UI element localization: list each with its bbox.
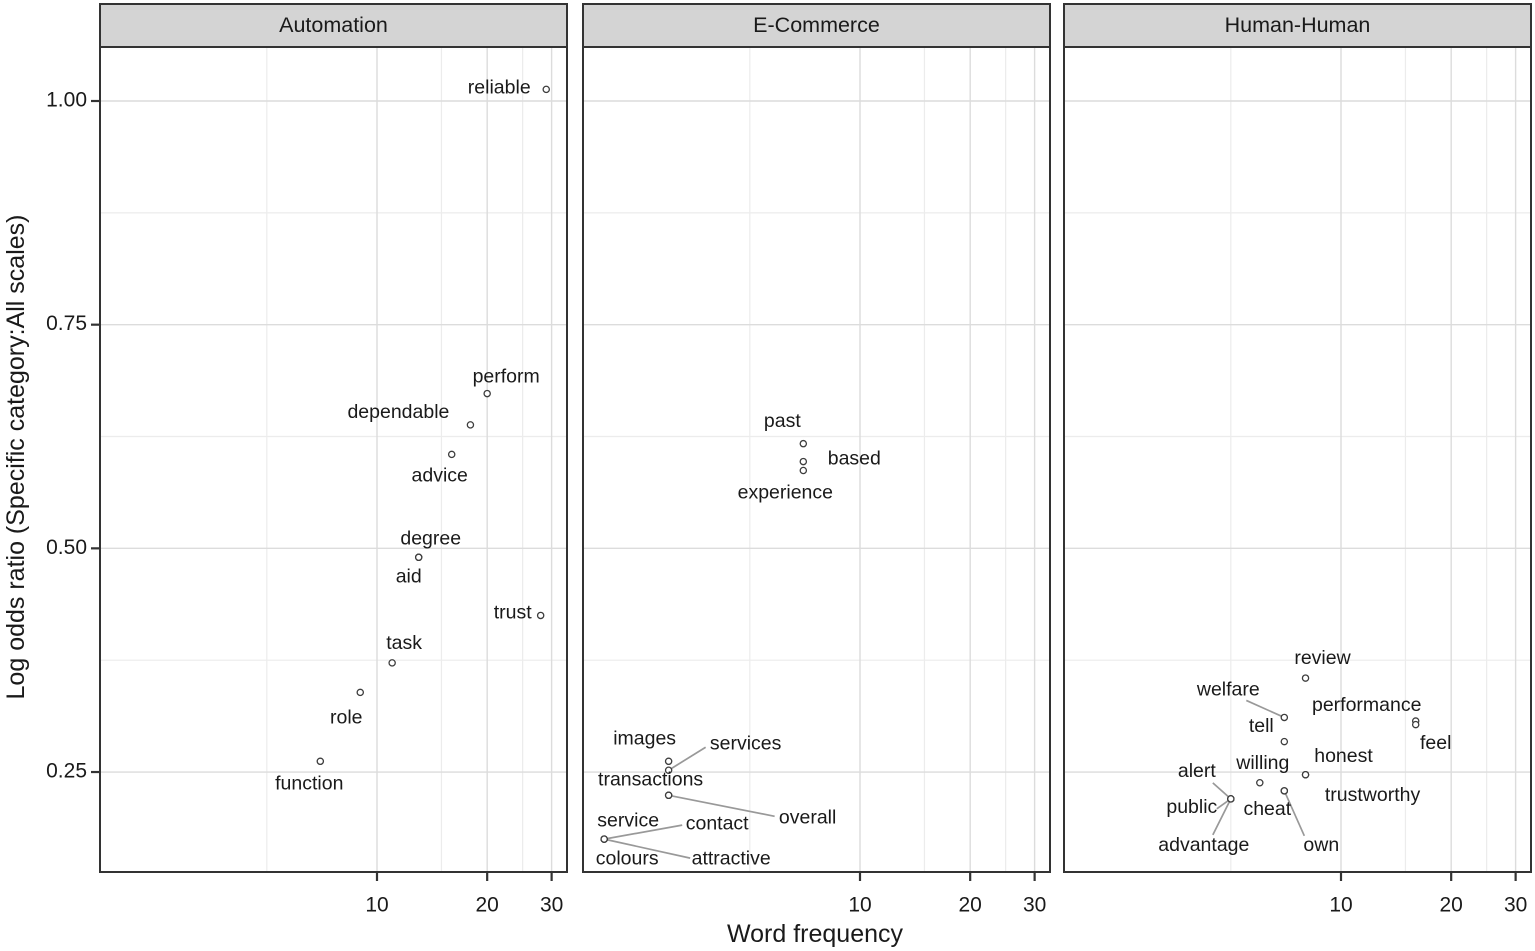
data-point-services [664, 766, 673, 774]
point-label-welfare: welfare [1196, 679, 1260, 701]
facet-title-Human-Human: Human-Human [1225, 13, 1371, 37]
data-point-experience [799, 466, 808, 475]
label-leader-line [1283, 790, 1306, 837]
point-label-trustworthy: trustworthy [1325, 784, 1421, 806]
point-label-aid: aid [396, 565, 422, 587]
data-point-overall [664, 791, 673, 800]
y-tick-label-0.25: 0.25 [46, 760, 87, 783]
point-label-reliable: reliable [468, 77, 531, 99]
x-axis-title: Word frequency [727, 920, 904, 948]
point-label-overall: overall [779, 806, 836, 828]
point-label-willing: willing [1235, 752, 1289, 774]
point-label-role: role [330, 707, 363, 729]
x-tick-label-20: 20 [958, 893, 981, 916]
point-label-advantage: advantage [1158, 834, 1249, 856]
x-tick-label-30: 30 [1023, 893, 1046, 916]
point-label-task: task [386, 632, 422, 654]
data-point-role [356, 688, 365, 697]
point-label-colours: colours [596, 847, 659, 869]
panel-background [100, 47, 567, 872]
data-point-task [388, 659, 396, 667]
data-point-attractive [600, 835, 608, 843]
data-point-past [799, 439, 808, 448]
facet-header-Human-Human [1063, 3, 1532, 48]
label-leader-line [603, 838, 691, 859]
facet-title-E-Commerce: E-Commerce [753, 13, 880, 37]
point-label-services: services [710, 732, 782, 754]
data-point-aid [414, 553, 423, 562]
data-point-tell [1280, 737, 1289, 746]
x-tick-label-10: 10 [1329, 893, 1352, 916]
point-label-images: images [613, 727, 676, 749]
point-label-dependable: dependable [347, 401, 449, 423]
data-point-function [316, 757, 325, 766]
y-axis-title: Log odds ratio (Specific category:All sc… [2, 215, 30, 700]
point-label-public: public [1166, 796, 1217, 818]
point-label-review: review [1294, 647, 1351, 669]
point-label-degree: degree [400, 527, 461, 549]
x-tick-label-10: 10 [365, 893, 388, 916]
label-leader-line [1245, 699, 1285, 719]
data-point-reliable [542, 85, 550, 94]
data-point-willing [1256, 779, 1264, 787]
label-leader-line [604, 824, 683, 840]
point-label-past: past [764, 410, 801, 432]
data-point-images [664, 757, 673, 766]
facet-title-Automation: Automation [279, 13, 388, 37]
data-point-own [1280, 787, 1289, 795]
y-tick-label-0.75: 0.75 [46, 312, 87, 335]
point-label-feel: feel [1420, 732, 1451, 754]
point-label-advice: advice [412, 465, 468, 487]
facet-header-Automation [99, 3, 568, 48]
y-tick-label-1.00: 1.00 [46, 89, 87, 112]
data-point-trust [536, 611, 545, 620]
point-label-tell: tell [1249, 715, 1274, 737]
point-label-transactions: transactions [598, 768, 703, 790]
point-label-experience: experience [738, 482, 833, 504]
data-point-perform [483, 389, 491, 398]
data-point-review [1301, 674, 1310, 682]
point-label-own: own [1303, 834, 1339, 856]
data-point-advantage [1227, 795, 1235, 803]
point-label-contact: contact [686, 812, 749, 834]
label-leader-line [668, 794, 775, 818]
panel-background [1064, 47, 1531, 872]
point-label-cheat: cheat [1243, 798, 1291, 820]
label-leader-line [1212, 798, 1232, 836]
x-tick-label-10: 10 [848, 893, 871, 916]
y-tick-label-0.50: 0.50 [46, 536, 87, 559]
x-tick-label-20: 20 [475, 893, 498, 916]
point-label-honest: honest [1314, 745, 1373, 767]
x-tick-label-30: 30 [1504, 893, 1527, 916]
data-point-dependable [466, 421, 475, 429]
point-label-alert: alert [1178, 760, 1217, 782]
label-leader-line [668, 746, 707, 771]
x-tick-label-30: 30 [540, 893, 563, 916]
data-point-feel [1411, 720, 1420, 729]
data-point-welfare [1280, 713, 1289, 722]
point-label-function: function [275, 772, 343, 794]
x-tick-label-20: 20 [1439, 893, 1462, 916]
data-point-trustworthy [1301, 770, 1310, 779]
facet-header-E-Commerce [582, 3, 1051, 48]
panel-background [583, 47, 1050, 872]
point-label-based: based [828, 448, 881, 470]
point-label-trust: trust [494, 602, 533, 624]
label-leader-line [1212, 782, 1232, 800]
point-label-perform: perform [473, 366, 540, 388]
point-label-performance: performance [1312, 694, 1421, 716]
data-point-based [799, 457, 808, 466]
data-point-advice [447, 450, 456, 459]
point-label-service: service [597, 809, 659, 831]
point-label-attractive: attractive [692, 847, 771, 869]
